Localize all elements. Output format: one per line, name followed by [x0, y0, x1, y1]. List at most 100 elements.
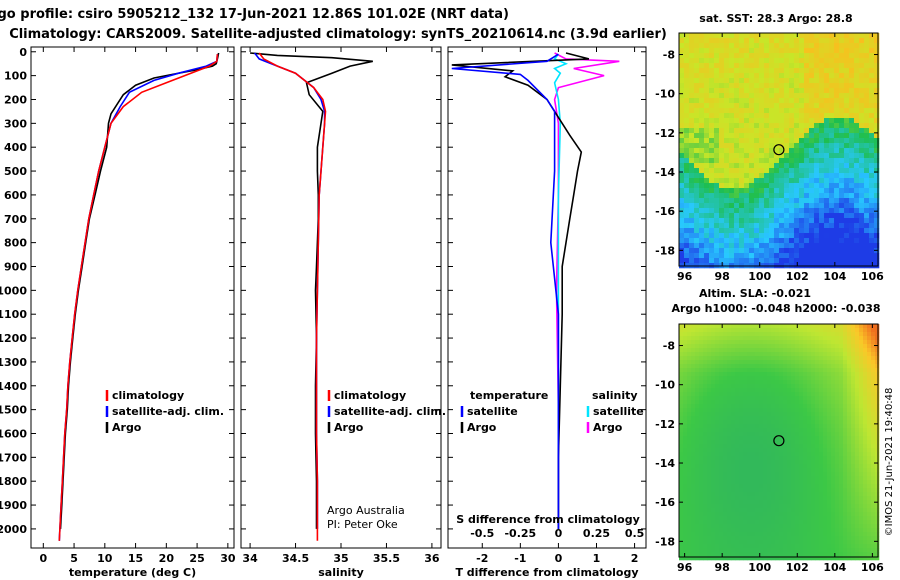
map-cell: [827, 336, 832, 341]
map-cell: [795, 444, 800, 449]
map-cell: [834, 243, 840, 249]
map-cell: [839, 356, 844, 361]
map-cell: [724, 38, 730, 44]
map-cell: [791, 384, 796, 389]
map-cell: [779, 123, 785, 129]
map-cell: [771, 444, 776, 449]
map-cell: [839, 432, 844, 437]
map-cell: [789, 148, 795, 154]
map-cell: [744, 103, 750, 109]
map-cell: [779, 183, 785, 189]
map-cell: [679, 360, 684, 365]
map-cell: [699, 168, 705, 174]
map-cell: [794, 178, 800, 184]
map-cell: [739, 412, 744, 417]
map-cell: [787, 380, 792, 385]
map-cell: [769, 218, 775, 224]
map-cell: [691, 500, 696, 505]
map-cell: [714, 128, 720, 134]
map-cell: [771, 392, 776, 397]
map-cell: [703, 552, 708, 557]
map-cell: [751, 384, 756, 389]
map-cell: [714, 148, 720, 154]
map-cell: [851, 544, 856, 549]
map-cell: [684, 123, 690, 129]
map-cell: [803, 508, 808, 513]
map-cell: [731, 544, 736, 549]
map-cell: [789, 178, 795, 184]
map-cell: [799, 233, 805, 239]
map-cell: [719, 163, 725, 169]
map-cell: [775, 524, 780, 529]
map-cell: [719, 103, 725, 109]
map-cell: [684, 148, 690, 154]
map-cell: [683, 528, 688, 533]
map-cell: [687, 388, 692, 393]
map-cell: [729, 218, 735, 224]
map-cell: [804, 103, 810, 109]
map-cell: [851, 472, 856, 477]
map-cell: [839, 208, 845, 214]
map-cell: [839, 178, 845, 184]
map-cell: [827, 388, 832, 393]
map-cell: [844, 243, 850, 249]
map-cell: [831, 528, 836, 533]
map-cell: [727, 448, 732, 453]
map-cell: [819, 128, 825, 134]
map-cell: [739, 540, 744, 545]
map-cell: [839, 168, 845, 174]
map-cell: [734, 143, 740, 149]
map-cell: [779, 340, 784, 345]
map-cell: [811, 464, 816, 469]
map-cell: [699, 78, 705, 84]
map-cell: [804, 173, 810, 179]
map-cell: [775, 476, 780, 481]
map-cell: [779, 328, 784, 333]
map-cell: [759, 98, 765, 104]
map-cell: [779, 372, 784, 377]
map-cell: [803, 520, 808, 525]
map-cell: [835, 452, 840, 457]
map-cell: [749, 193, 755, 199]
map-cell: [779, 336, 784, 341]
map-cell: [869, 43, 875, 49]
map-cell: [803, 396, 808, 401]
map-cell: [691, 388, 696, 393]
map-cell: [803, 552, 808, 557]
map-cell: [711, 416, 716, 421]
map-cell: [814, 193, 820, 199]
map-cell: [704, 208, 710, 214]
map-cell: [791, 476, 796, 481]
map-cell: [839, 440, 844, 445]
map-cell: [869, 53, 875, 59]
map-cell: [819, 193, 825, 199]
map-cell: [764, 58, 770, 64]
map-cell: [775, 404, 780, 409]
map-cell: [683, 536, 688, 541]
map-cell: [829, 93, 835, 99]
map-cell: [774, 108, 780, 114]
map-cell: [751, 400, 756, 405]
map-cell: [754, 158, 760, 164]
map-cell: [839, 376, 844, 381]
map-cell: [807, 528, 812, 533]
map-cell: [679, 43, 685, 49]
map-cell: [759, 53, 765, 59]
map-cell: [844, 198, 850, 204]
map-cell: [687, 368, 692, 373]
map-cell: [755, 364, 760, 369]
map-cell: [784, 203, 790, 209]
map-cell: [783, 440, 788, 445]
map-cell: [763, 392, 768, 397]
map-cell: [807, 360, 812, 365]
map-cell: [829, 108, 835, 114]
map-cell: [711, 528, 716, 533]
map-cell: [811, 432, 816, 437]
map-cell: [751, 468, 756, 473]
map-cell: [844, 48, 850, 54]
map-cell: [679, 93, 685, 99]
map-cell: [843, 400, 848, 405]
map-cell: [864, 143, 870, 149]
map-cell: [727, 368, 732, 373]
map-cell: [814, 203, 820, 209]
